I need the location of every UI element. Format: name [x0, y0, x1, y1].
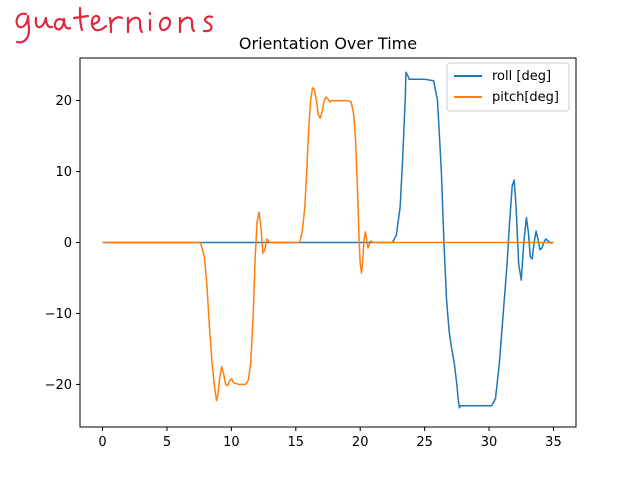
x-tick-label-25: 25	[416, 435, 433, 450]
x-tick-label-5: 5	[163, 435, 171, 450]
legend-label-pitch: pitch[deg]	[492, 90, 559, 105]
y-tick-label-0: 0	[64, 236, 72, 251]
legend-label-roll: roll [deg]	[492, 69, 551, 84]
plot-area: 0 5 10 15 20 25 30 35 −20 −10 0 10 20	[45, 57, 577, 450]
chart-title: Orientation Over Time	[239, 34, 417, 53]
x-tick-label-35: 35	[545, 435, 562, 450]
y-tick-label--20: −20	[45, 378, 72, 393]
handwritten-annotation	[15, 6, 214, 44]
x-tick-label-30: 30	[481, 435, 498, 450]
y-tick-label--10: −10	[45, 307, 72, 322]
series-line-roll	[102, 71, 554, 409]
legend: roll [deg] pitch[deg]	[446, 62, 570, 112]
x-tick-label-0: 0	[98, 435, 106, 450]
x-tick-label-15: 15	[288, 435, 305, 450]
x-tick-label-10: 10	[223, 435, 240, 450]
x-tick-label-20: 20	[352, 435, 369, 450]
y-tick-label-20: 20	[55, 94, 72, 109]
y-tick-label-10: 10	[55, 165, 72, 180]
series-line-pitch	[102, 87, 554, 402]
